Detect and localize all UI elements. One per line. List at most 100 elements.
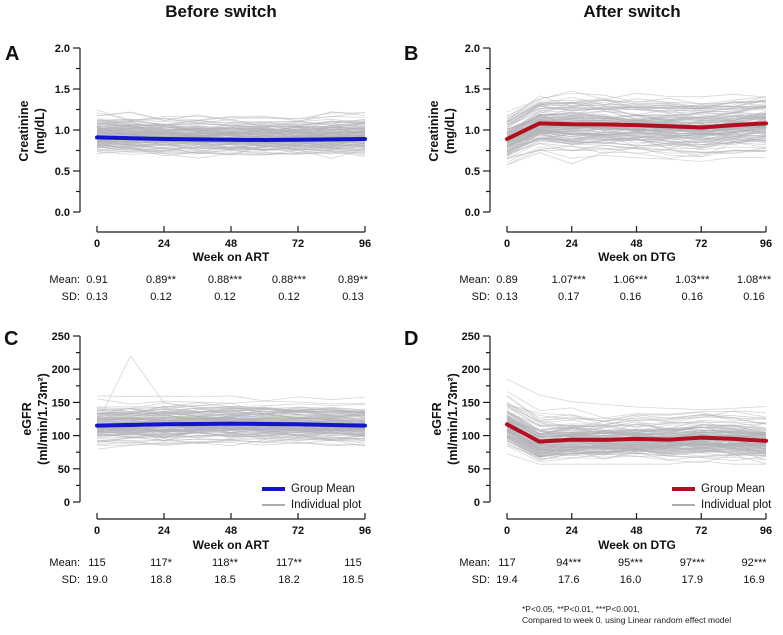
individual-line: [506, 128, 766, 151]
individual-line: [96, 136, 366, 147]
individual-line: [506, 430, 767, 453]
x-tick-label: 0: [504, 525, 510, 537]
individual-line: [96, 142, 366, 151]
sd-row-label: SD:: [471, 574, 490, 586]
individual-lines: [506, 90, 767, 166]
y-axis: [483, 47, 491, 213]
y-tick-label: 200: [52, 364, 70, 376]
x-tick-label: 72: [292, 525, 304, 537]
individual-line: [506, 130, 767, 148]
y-tick-label: 100: [52, 431, 70, 443]
legend-label-group-mean: Group Mean: [291, 483, 355, 495]
mean-value-week-0: 0.91: [86, 274, 108, 286]
sd-value-week-96: 18.5: [342, 574, 364, 586]
individual-line: [96, 441, 366, 447]
individual-line: [506, 404, 767, 430]
individual-line: [96, 408, 366, 418]
x-tick-label: 0: [94, 525, 100, 537]
individual-line-sample: [262, 504, 285, 506]
mean-row-label: Mean:: [459, 557, 490, 569]
individual-line: [96, 118, 366, 125]
sd-value-week-24: 17.6: [558, 574, 580, 586]
group-mean-line: [505, 422, 768, 444]
x-tick-label: 72: [695, 238, 707, 250]
x-tick-label: 48: [225, 525, 237, 537]
y-axis: [73, 47, 81, 213]
individual-line: [506, 130, 767, 146]
individual-line: [96, 439, 366, 447]
individual-line: [96, 412, 366, 421]
panel-label-a: A: [5, 43, 20, 65]
x-axis: [506, 513, 767, 520]
y-axis: [73, 335, 81, 503]
group-mean-line-sample: [262, 487, 285, 491]
y-tick-label: 150: [52, 397, 70, 409]
y-tick-label: 50: [468, 464, 480, 476]
footnote: *P<0.05, **P<0.01, ***P<0.001, Compared …: [522, 604, 731, 625]
individual-line: [506, 419, 767, 441]
y-tick-label: 1.0: [55, 125, 70, 137]
mean-row-label: Mean:: [49, 274, 80, 286]
individual-line: [96, 109, 366, 121]
x-tick-label: 72: [292, 238, 304, 250]
legend-label-individual: Individual plot: [291, 499, 362, 511]
y-tick-label: 0.5: [465, 166, 480, 178]
mean-value-week-24: 1.07***: [551, 274, 586, 286]
individual-line: [96, 118, 366, 128]
mean-value-week-0: 0.89: [496, 274, 518, 286]
individual-line: [96, 428, 366, 436]
individual-line: [506, 145, 767, 160]
individual-line: [97, 413, 366, 426]
sd-value-week-48: 18.5: [214, 574, 236, 586]
individual-line: [506, 96, 767, 122]
mean-value-week-72: 97***: [679, 557, 705, 569]
footnote-significance-key: *P<0.05, **P<0.01, ***P<0.001,: [522, 604, 640, 614]
y-tick-label: 2.0: [465, 43, 480, 55]
mean-value-week-48: 0.88***: [207, 274, 243, 286]
sd-value-week-0: 0.13: [86, 291, 108, 303]
individual-line: [506, 142, 767, 160]
legend: Group Mean Individual plot: [262, 481, 361, 513]
y-tick-label: 150: [462, 397, 480, 409]
individual-line: [506, 394, 767, 422]
sd-value-week-24: 18.8: [150, 574, 172, 586]
mean-value-week-48: 1.06***: [613, 274, 648, 286]
mean-value-week-48: 95***: [617, 557, 644, 569]
panel-C: 0 50 100 150 200 250 0 24 48 72 96: [52, 331, 371, 537]
legend-item-individual: Individual plot: [672, 497, 771, 513]
column-title-after-switch: After switch: [583, 2, 681, 21]
mean-value-week-72: 117**: [275, 557, 303, 569]
individual-lines: [96, 355, 366, 450]
sd-value-week-0: 19.4: [496, 574, 518, 586]
individual-line: [506, 415, 767, 436]
individual-lines: [506, 378, 767, 465]
mean-value-week-24: 0.89**: [146, 274, 176, 286]
individual-line: [506, 391, 767, 419]
individual-line: [506, 109, 767, 134]
panel-D: 0 50 100 150 200 250 0 24 48 72 96: [462, 331, 772, 537]
individual-line: [506, 431, 767, 452]
individual-line: [506, 430, 767, 450]
column-title-before-switch: Before switch: [165, 2, 277, 21]
y-tick-label: 0.0: [55, 207, 70, 219]
legend-item-individual: Individual plot: [262, 497, 361, 513]
x-tick-label: 48: [225, 238, 237, 250]
individual-line: [96, 395, 366, 402]
individual-line: [96, 128, 366, 135]
individual-line: [506, 437, 767, 458]
sd-value-week-72: 17.9: [681, 574, 703, 586]
sd-value-week-96: 0.16: [743, 291, 765, 303]
y-tick-label: 1.0: [465, 125, 480, 137]
sd-value-week-72: 0.12: [278, 291, 300, 303]
sd-value-week-72: 0.16: [681, 291, 703, 303]
individual-line: [506, 453, 766, 465]
sd-row-label: SD:: [471, 291, 490, 303]
mean-value-week-72: 0.88***: [271, 274, 307, 286]
mean-value-week-72: 1.03***: [675, 274, 710, 286]
y-tick-label: 0: [64, 497, 70, 509]
individual-line: [506, 440, 767, 458]
sd-value-week-24: 0.17: [558, 291, 580, 303]
individual-line: [506, 412, 767, 429]
group-mean-line-sample: [672, 487, 695, 491]
x-tick-label: 24: [158, 525, 171, 537]
